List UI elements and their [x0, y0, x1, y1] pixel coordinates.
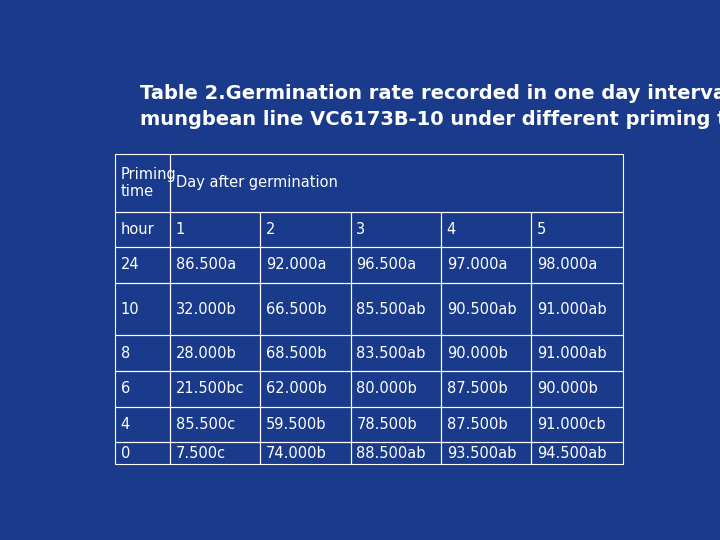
Text: 90.500ab: 90.500ab — [446, 301, 516, 316]
Text: 32.000b: 32.000b — [176, 301, 236, 316]
Text: hour: hour — [121, 222, 154, 237]
Text: 4: 4 — [121, 417, 130, 432]
Bar — [351, 407, 441, 442]
Text: 85.500c: 85.500c — [176, 417, 235, 432]
Text: 59.500b: 59.500b — [266, 417, 326, 432]
Text: Priming
time: Priming time — [121, 167, 176, 199]
Text: 68.500b: 68.500b — [266, 346, 326, 361]
Text: 6: 6 — [121, 381, 130, 396]
Text: 0: 0 — [121, 446, 130, 461]
Text: 97.000a: 97.000a — [446, 258, 507, 273]
Text: 86.500a: 86.500a — [176, 258, 235, 273]
Text: 88.500ab: 88.500ab — [356, 446, 426, 461]
Bar — [531, 407, 623, 442]
Text: 91.000ab: 91.000ab — [537, 301, 607, 316]
Text: 87.500b: 87.500b — [446, 417, 508, 432]
Bar — [531, 371, 623, 407]
Bar — [115, 335, 170, 371]
Bar — [351, 283, 441, 335]
Bar — [261, 335, 351, 371]
Text: 7.500c: 7.500c — [176, 446, 225, 461]
Bar — [261, 407, 351, 442]
Bar — [170, 371, 261, 407]
Bar — [170, 442, 261, 464]
Text: 3: 3 — [356, 222, 366, 237]
Text: 4: 4 — [446, 222, 456, 237]
Bar — [115, 247, 170, 283]
Text: 78.500b: 78.500b — [356, 417, 417, 432]
Text: 92.000a: 92.000a — [266, 258, 326, 273]
Text: 8: 8 — [121, 346, 130, 361]
Bar — [351, 335, 441, 371]
Bar — [531, 247, 623, 283]
Bar — [261, 247, 351, 283]
Bar — [441, 442, 531, 464]
Text: 2: 2 — [266, 222, 275, 237]
Text: 91.000ab: 91.000ab — [537, 346, 607, 361]
Bar — [170, 154, 623, 212]
Bar — [441, 371, 531, 407]
Bar — [441, 335, 531, 371]
Text: Table 2.Germination rate recorded in one day interval for
mungbean line VC6173B-: Table 2.Germination rate recorded in one… — [140, 84, 720, 129]
Text: 62.000b: 62.000b — [266, 381, 327, 396]
Text: 96.500a: 96.500a — [356, 258, 417, 273]
Bar — [531, 283, 623, 335]
Bar — [531, 442, 623, 464]
Bar — [115, 154, 170, 212]
Bar — [441, 407, 531, 442]
Bar — [441, 283, 531, 335]
Text: 1: 1 — [176, 222, 185, 237]
Bar — [170, 335, 261, 371]
Bar — [351, 371, 441, 407]
Bar — [115, 407, 170, 442]
Text: 93.500ab: 93.500ab — [446, 446, 516, 461]
Text: 21.500bc: 21.500bc — [176, 381, 244, 396]
Bar — [531, 335, 623, 371]
Bar — [115, 442, 170, 464]
Text: 66.500b: 66.500b — [266, 301, 326, 316]
Bar — [115, 371, 170, 407]
Bar — [261, 283, 351, 335]
Text: 28.000b: 28.000b — [176, 346, 236, 361]
Text: 74.000b: 74.000b — [266, 446, 327, 461]
Bar — [170, 283, 261, 335]
Text: 83.500ab: 83.500ab — [356, 346, 426, 361]
Text: Day after germination: Day after germination — [176, 176, 338, 191]
Bar — [115, 212, 170, 247]
Text: 87.500b: 87.500b — [446, 381, 508, 396]
Bar — [531, 212, 623, 247]
Text: 24: 24 — [121, 258, 139, 273]
Text: 98.000a: 98.000a — [537, 258, 598, 273]
Text: 5: 5 — [537, 222, 546, 237]
Bar — [115, 283, 170, 335]
Bar — [351, 247, 441, 283]
Text: 80.000b: 80.000b — [356, 381, 417, 396]
Bar — [170, 212, 261, 247]
Bar — [170, 247, 261, 283]
Text: 10: 10 — [121, 301, 139, 316]
Text: 85.500ab: 85.500ab — [356, 301, 426, 316]
Bar — [441, 212, 531, 247]
Text: 90.000b: 90.000b — [537, 381, 598, 396]
Bar — [261, 442, 351, 464]
Bar — [170, 407, 261, 442]
Bar — [351, 212, 441, 247]
Text: 90.000b: 90.000b — [446, 346, 508, 361]
Text: 91.000cb: 91.000cb — [537, 417, 606, 432]
Text: 94.500ab: 94.500ab — [537, 446, 606, 461]
Bar — [441, 247, 531, 283]
Bar — [351, 442, 441, 464]
Bar — [261, 371, 351, 407]
Bar — [261, 212, 351, 247]
